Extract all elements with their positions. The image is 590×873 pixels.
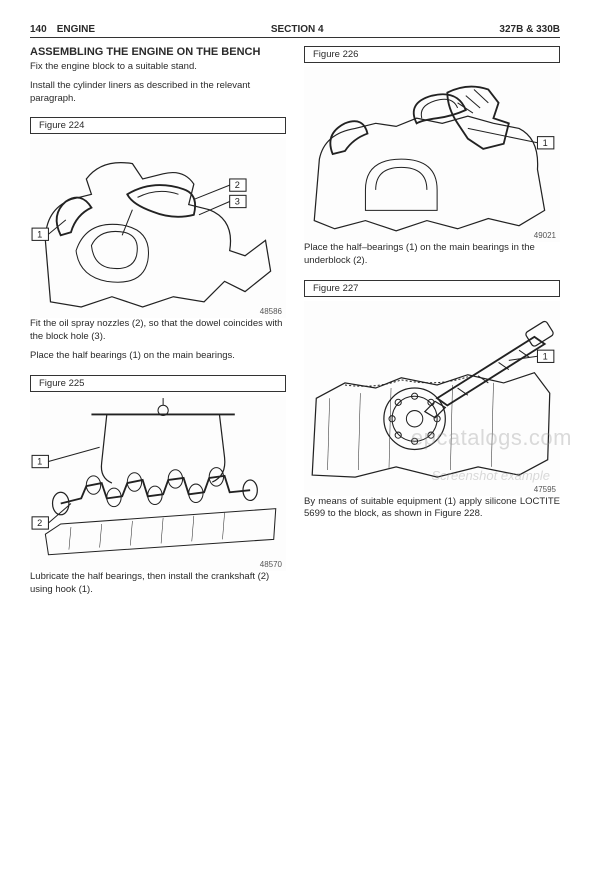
figure-225: 1 2 48570 bbox=[30, 396, 286, 571]
figure-226-label: Figure 226 bbox=[304, 46, 560, 63]
intro-text-2: Install the cylinder liners as described… bbox=[30, 80, 286, 106]
figure-224-id: 48586 bbox=[260, 307, 282, 316]
figure-227-label: Figure 227 bbox=[304, 280, 560, 297]
chapter-name: ENGINE bbox=[57, 24, 95, 35]
page-header: 140 ENGINE SECTION 4 327B & 330B bbox=[30, 24, 560, 38]
figure-227-id: 47595 bbox=[534, 485, 556, 494]
intro-text-1: Fix the engine block to a suitable stand… bbox=[30, 61, 286, 74]
fig225-callout-1: 1 bbox=[37, 456, 42, 466]
figure-224-label: Figure 224 bbox=[30, 117, 286, 134]
fig224-callout-3: 3 bbox=[235, 197, 240, 207]
section-heading: ASSEMBLING THE ENGINE ON THE BENCH bbox=[30, 46, 286, 58]
page-number: 140 bbox=[30, 24, 47, 35]
fig224-callout-1: 1 bbox=[37, 230, 42, 240]
page-body: ASSEMBLING THE ENGINE ON THE BENCH Fix t… bbox=[30, 46, 560, 603]
section-name: SECTION 4 bbox=[271, 24, 324, 35]
fig224-callout-2: 2 bbox=[235, 181, 240, 191]
figure-224: 1 2 3 48586 bbox=[30, 138, 286, 318]
model-codes: 327B & 330B bbox=[499, 24, 560, 35]
figure-227: 1 47595 bbox=[304, 301, 560, 496]
fig227-callout-1: 1 bbox=[543, 351, 548, 361]
fig226-callout-1: 1 bbox=[543, 138, 548, 148]
right-column: Figure 226 bbox=[304, 46, 560, 603]
left-column: ASSEMBLING THE ENGINE ON THE BENCH Fix t… bbox=[30, 46, 286, 603]
figure-226: 1 49021 bbox=[304, 67, 560, 242]
fig225-callout-2: 2 bbox=[37, 518, 42, 528]
figure-225-label: Figure 225 bbox=[30, 375, 286, 392]
figure-225-id: 48570 bbox=[260, 560, 282, 569]
text-after-224b: Place the half bearings (1) on the main … bbox=[30, 350, 286, 363]
figure-226-id: 49021 bbox=[534, 231, 556, 240]
